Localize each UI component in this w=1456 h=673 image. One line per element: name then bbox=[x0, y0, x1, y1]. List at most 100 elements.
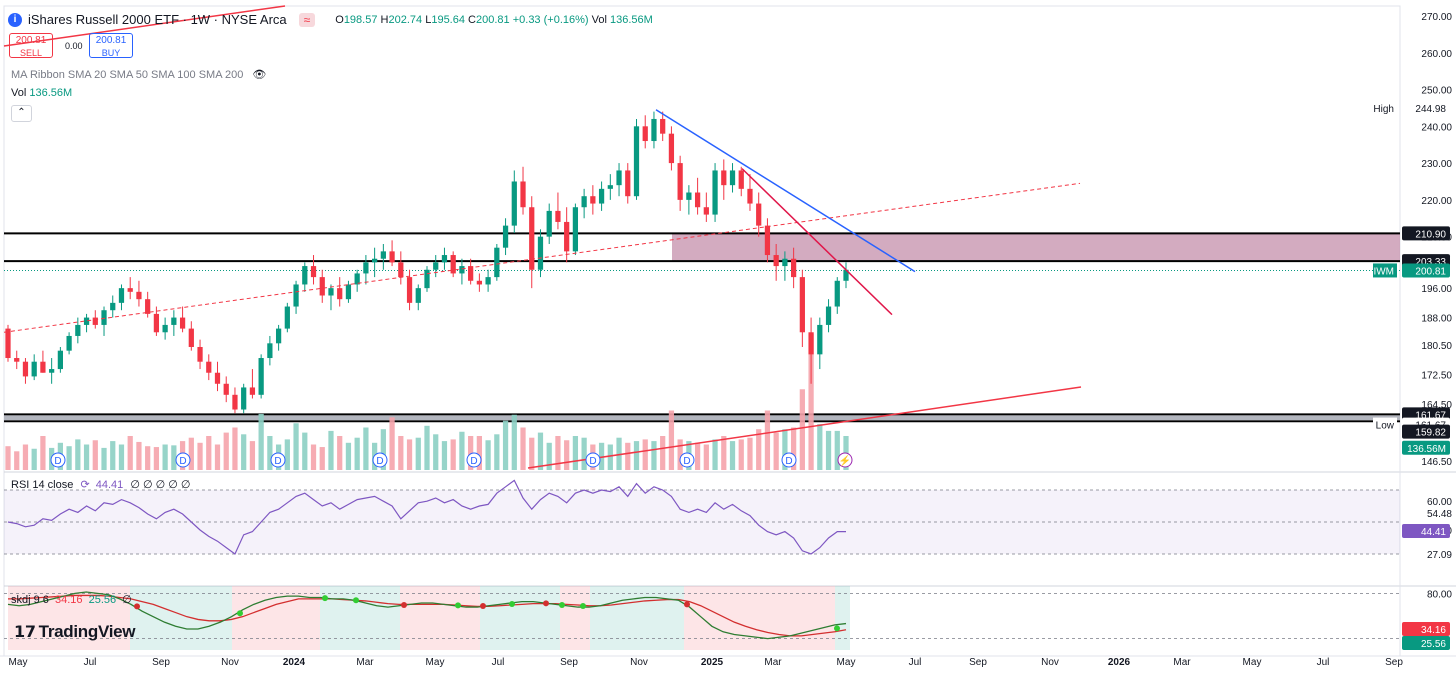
price-tick: 164.50 bbox=[1421, 400, 1452, 411]
dividend-label: D bbox=[376, 456, 383, 467]
candle-body bbox=[14, 358, 20, 362]
candle-body bbox=[572, 207, 579, 252]
candle-body bbox=[171, 317, 177, 325]
candle-body bbox=[511, 181, 517, 226]
candle-body bbox=[302, 266, 308, 285]
time-axis-label: May bbox=[1243, 657, 1262, 668]
price-tick: 180.50 bbox=[1421, 341, 1452, 352]
price-tick: 196.00 bbox=[1421, 284, 1452, 295]
candle-body bbox=[136, 291, 142, 300]
settings-icon[interactable]: ⟳ bbox=[80, 479, 90, 491]
volume-bar bbox=[223, 432, 229, 470]
volume-bar bbox=[825, 430, 832, 470]
ma-ribbon-legend[interactable]: MA Ribbon SMA 20 SMA 50 SMA 100 SMA 200 … bbox=[11, 69, 267, 81]
skdj-value-box bbox=[1402, 636, 1450, 650]
time-axis-label: Jul bbox=[84, 657, 97, 668]
candle-body bbox=[546, 210, 552, 237]
dividend-marker: D bbox=[175, 452, 191, 468]
rsi-tick: 54.48 bbox=[1427, 509, 1452, 520]
rsi-tick: 60.00 bbox=[1427, 497, 1452, 508]
price-label-box bbox=[1402, 226, 1450, 241]
price-label-text: 203.33 bbox=[1415, 257, 1446, 268]
volume-bar bbox=[529, 437, 535, 470]
candle-body bbox=[773, 255, 779, 267]
volume-bar bbox=[782, 429, 788, 470]
volume-value: 136.56M bbox=[609, 13, 653, 26]
price-label-box bbox=[1402, 101, 1450, 115]
price-label-text: 159.82 bbox=[1415, 428, 1446, 439]
time-axis-label: Sep bbox=[1385, 657, 1403, 668]
skdj-shade bbox=[684, 586, 835, 650]
candle-body bbox=[834, 280, 840, 307]
skdj-legend[interactable]: skdj 9 6 34.16 25.56 ∅ bbox=[11, 594, 132, 606]
candle-body bbox=[232, 394, 238, 410]
sell-button[interactable]: 200.81 SELL bbox=[9, 33, 53, 58]
candle-body bbox=[686, 192, 692, 200]
time-axis-label: Jul bbox=[909, 657, 922, 668]
volume-bar bbox=[424, 425, 430, 470]
candle-body bbox=[57, 350, 63, 370]
candle-body bbox=[485, 277, 491, 285]
buy-price: 200.81 bbox=[95, 35, 127, 46]
candle-body bbox=[808, 332, 814, 355]
volume-bar bbox=[721, 436, 727, 470]
candle-body bbox=[555, 210, 561, 222]
symbol-title[interactable]: iShares Russell 2000 ETF · 1W · NYSE Arc… bbox=[28, 12, 287, 27]
candle-body bbox=[241, 387, 247, 410]
time-axis-label: Mar bbox=[356, 657, 374, 668]
volume-bar bbox=[92, 440, 98, 470]
volume-bar bbox=[162, 444, 168, 470]
skdj-k-line bbox=[7, 591, 847, 640]
volume-bar bbox=[476, 436, 482, 470]
volume-bar bbox=[380, 429, 386, 470]
volume-bar bbox=[616, 437, 622, 470]
candle-body bbox=[703, 207, 709, 215]
time-axis-label: Sep bbox=[560, 657, 578, 668]
volume-bar bbox=[302, 432, 308, 470]
open-value: 198.57 bbox=[343, 13, 378, 26]
skdj-cross-dot bbox=[237, 610, 243, 617]
skdj-cross-dot bbox=[834, 625, 840, 632]
candle-body bbox=[328, 288, 334, 296]
ishares-logo-icon: i bbox=[8, 12, 22, 27]
volume-bar bbox=[363, 427, 369, 470]
candle-body bbox=[5, 328, 11, 359]
dividend-circle bbox=[781, 452, 797, 468]
volume-bar bbox=[834, 430, 840, 470]
skdj-shade bbox=[835, 586, 850, 650]
price-tick: 172.50 bbox=[1421, 371, 1452, 382]
candle-body bbox=[337, 288, 343, 300]
volume-bar bbox=[642, 439, 648, 470]
rsi-legend[interactable]: RSI 14 close ⟳ 44.41 ∅ ∅ ∅ ∅ ∅ bbox=[11, 479, 191, 491]
candle-body bbox=[590, 196, 596, 204]
volume-bar bbox=[101, 447, 107, 470]
price-label-text: 161.67 bbox=[1415, 410, 1446, 421]
time-axis-label: Mar bbox=[1173, 657, 1191, 668]
candle-body bbox=[92, 317, 98, 325]
eye-hidden-icon[interactable]: 👁 bbox=[252, 69, 267, 81]
volume-bar bbox=[817, 424, 823, 470]
buy-button[interactable]: 200.81 BUY bbox=[89, 33, 133, 58]
menu-icon[interactable]: ≈ bbox=[298, 12, 316, 27]
volume-legend[interactable]: Vol 136.56M bbox=[11, 87, 73, 99]
candle-body bbox=[293, 284, 299, 307]
time-axis-label: Nov bbox=[630, 657, 648, 668]
volume-bar bbox=[546, 442, 552, 470]
volume-bar bbox=[75, 439, 81, 470]
price-tag-box bbox=[1373, 417, 1397, 432]
candle-body bbox=[791, 258, 797, 278]
collapse-legend-button[interactable]: ⌃ bbox=[11, 105, 32, 122]
volume-bar bbox=[773, 432, 779, 470]
price-tag-label: High bbox=[1373, 104, 1394, 115]
volume-bar bbox=[441, 441, 448, 470]
dividend-marker: D bbox=[585, 452, 601, 468]
dividend-label: D bbox=[274, 456, 281, 467]
volume-bar bbox=[598, 442, 605, 470]
time-axis-label: Sep bbox=[152, 657, 170, 668]
price-tag-box bbox=[1373, 263, 1397, 278]
candle-body bbox=[49, 369, 55, 373]
time-axis-label: Sep bbox=[969, 657, 987, 668]
time-axis-label: Nov bbox=[1041, 657, 1059, 668]
